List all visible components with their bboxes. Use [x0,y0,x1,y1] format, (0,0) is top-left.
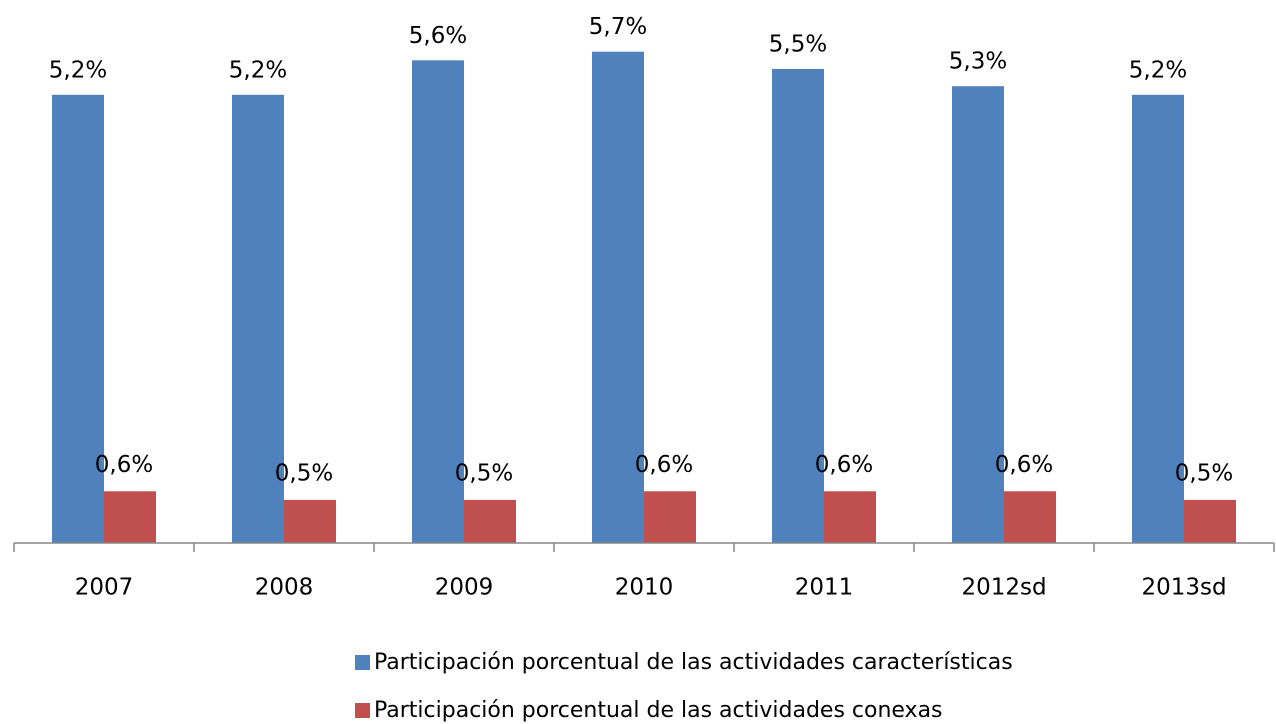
data-label: 5,3% [949,49,1007,75]
bar [1184,499,1236,543]
bar [952,86,1004,543]
data-label: 5,2% [1129,57,1187,83]
bar [1132,94,1184,544]
data-label: 0,5% [1175,460,1233,486]
bar [232,94,284,544]
data-label: 5,6% [409,23,467,49]
x-tick-label: 2007 [75,575,134,601]
data-label: 0,5% [455,460,513,486]
bar [1004,491,1056,543]
x-tick-label: 2011 [795,575,854,601]
x-tick-label: 2008 [255,575,314,601]
legend-label: Participación porcentual de las activida… [374,650,1013,675]
data-label: 5,2% [49,57,107,83]
data-label: 0,5% [275,460,333,486]
x-tick-label: 2013sd [1141,575,1226,601]
bar [284,499,336,543]
bar [824,491,876,543]
bar [412,60,464,543]
data-label: 5,2% [229,57,287,83]
data-label: 0,6% [815,452,873,478]
bar [464,499,516,543]
bar [52,94,104,544]
bar [104,491,156,543]
data-label: 5,7% [589,14,647,40]
data-label: 0,6% [995,452,1053,478]
data-label: 0,6% [95,452,153,478]
data-label: 5,5% [769,31,827,57]
legend-swatch [355,655,370,670]
bar [644,491,696,543]
legend-swatch [355,703,370,718]
legend-label: Participación porcentual de las activida… [374,698,943,723]
bar [772,68,824,543]
data-label: 0,6% [635,452,693,478]
bar [592,51,644,543]
x-tick-label: 2010 [615,575,674,601]
x-tick-label: 2009 [435,575,494,601]
x-tick-label: 2012sd [961,575,1046,601]
